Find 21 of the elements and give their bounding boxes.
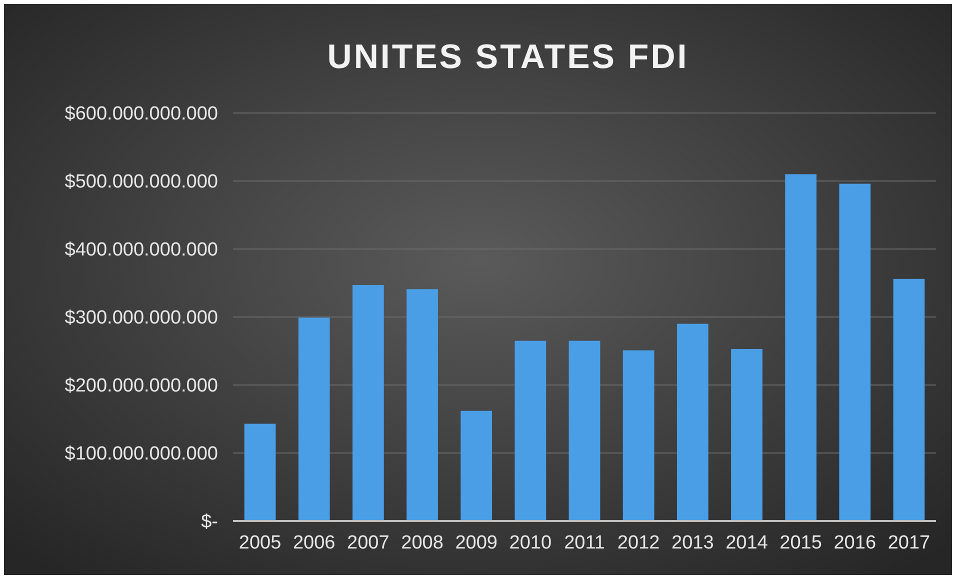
- y-tick-label: $500.000.000.000: [64, 172, 218, 193]
- x-tick-label: 2015: [780, 532, 822, 554]
- x-tick-label: 2007: [347, 532, 390, 554]
- x-tick-label: 2012: [617, 532, 660, 554]
- x-tick-label: 2013: [672, 532, 714, 554]
- x-tick-label: 2011: [564, 532, 605, 554]
- y-tick-label: $600.000.000.000: [64, 104, 218, 125]
- y-tick-label: $100.000.000.000: [64, 444, 218, 465]
- y-tick-label: $-: [201, 512, 218, 533]
- x-tick-label: 2009: [455, 532, 498, 554]
- x-tick-label: 2014: [726, 532, 768, 554]
- x-tick-label: 2005: [238, 532, 282, 554]
- x-tick-label: 2016: [834, 532, 876, 554]
- y-tick-label: $300.000.000.000: [64, 308, 218, 329]
- y-tick-label: $200.000.000.000: [64, 376, 218, 397]
- x-tick-label: 2010: [509, 532, 552, 554]
- x-tick-label: 2006: [292, 532, 336, 554]
- y-tick-label: $400.000.000.000: [64, 240, 218, 261]
- x-tick-label: 2017: [888, 532, 930, 554]
- x-tick-label: 2008: [401, 532, 444, 554]
- chart-title: UNITES STATES FDI: [327, 38, 689, 76]
